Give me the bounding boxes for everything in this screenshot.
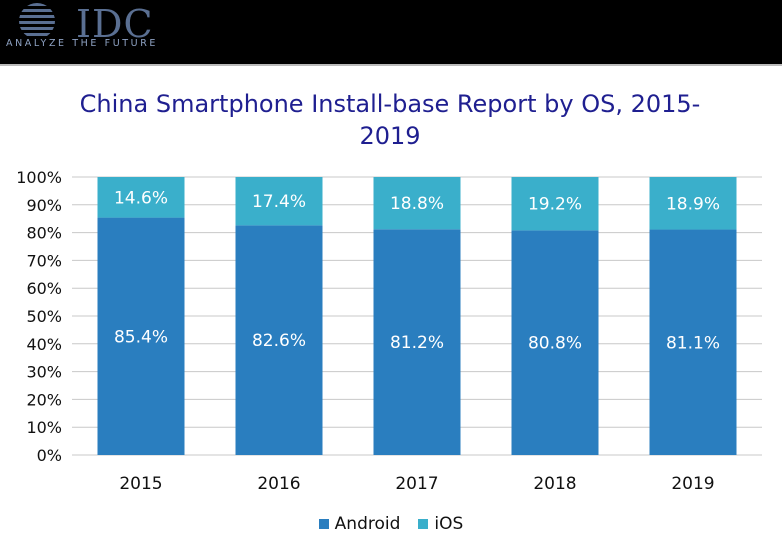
data-label-android-2018: 80.8%	[528, 334, 582, 354]
legend-swatch-ios	[418, 519, 429, 529]
legend-item-android: Android	[318, 514, 401, 534]
y-tick-label: 40%	[26, 335, 62, 354]
idc-logo: IDC ANALYZE THE FUTURE	[0, 0, 200, 60]
data-label-ios-2016: 17.4%	[252, 192, 306, 212]
bar-android-2019	[649, 229, 737, 455]
legend-item-ios: iOS	[418, 514, 463, 534]
legend-label-ios: iOS	[434, 514, 464, 534]
y-tick-label: 90%	[26, 196, 62, 215]
data-label-ios-2019: 18.9%	[666, 194, 720, 214]
header-bar: IDC ANALYZE THE FUTURE	[0, 0, 782, 64]
chart-title: China Smartphone Install-base Report by …	[79, 90, 701, 150]
bar-ios-2018	[511, 177, 599, 231]
x-tick-label: 2018	[533, 474, 576, 494]
bar-ios-2017	[373, 177, 461, 230]
y-tick-label: 60%	[26, 279, 62, 298]
brand-tagline: ANALYZE THE FUTURE	[6, 38, 159, 49]
data-label-android-2017: 81.2%	[390, 333, 444, 353]
bar-ios-2016	[235, 177, 323, 226]
legend-swatch-android	[318, 519, 329, 529]
bar-ios-2015	[97, 177, 185, 218]
y-tick-label: 50%	[26, 307, 62, 326]
data-label-ios-2018: 19.2%	[528, 195, 582, 215]
bar-android-2018	[511, 230, 599, 455]
y-tick-label: 70%	[26, 251, 62, 270]
x-tick-label: 2016	[257, 474, 300, 494]
y-tick-label: 0%	[37, 446, 62, 465]
bar-android-2017	[373, 229, 461, 455]
data-label-ios-2017: 18.8%	[390, 194, 444, 214]
x-tick-label: 2019	[671, 474, 714, 494]
bar-ios-2019	[649, 177, 737, 230]
y-tick-label: 80%	[26, 224, 62, 243]
y-tick-label: 30%	[26, 363, 62, 382]
bar-android-2016	[235, 225, 323, 455]
legend-label-android: Android	[334, 514, 401, 534]
data-label-ios-2015: 14.6%	[114, 188, 168, 208]
chart-legend: Android iOS	[0, 512, 782, 536]
x-tick-label: 2015	[119, 474, 162, 494]
bar-android-2015	[97, 217, 185, 455]
y-tick-label: 100%	[16, 168, 62, 187]
globe-icon	[19, 3, 55, 36]
y-tick-label: 20%	[26, 390, 62, 409]
data-label-android-2019: 81.1%	[666, 333, 720, 353]
x-tick-label: 2017	[395, 474, 438, 494]
data-label-android-2015: 85.4%	[114, 327, 168, 347]
data-label-android-2016: 82.6%	[252, 331, 306, 351]
brand-name: IDC	[76, 2, 154, 46]
y-tick-label: 10%	[26, 418, 62, 437]
